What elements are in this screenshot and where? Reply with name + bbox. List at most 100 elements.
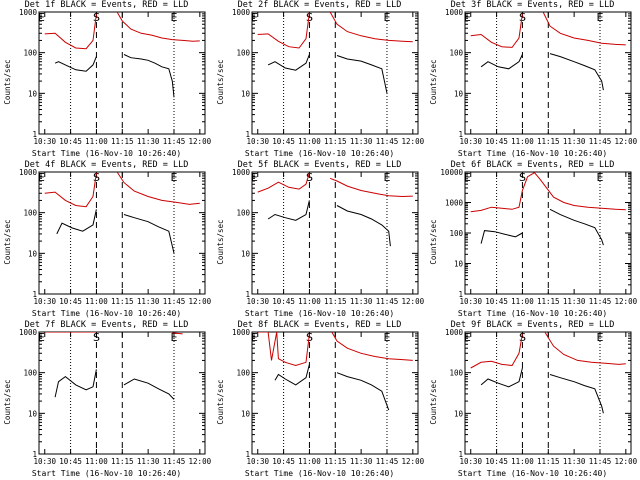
chart-panel-det-5f: 1 10 100 1000 10:30 10:45 11:00 11:15 11:30 11:45… [213,160,426,320]
x-tick-label: 10:45 [485,457,508,466]
x-tick-label: 10:30 [33,297,56,306]
x-tick-label: 11:00 [85,457,108,466]
event-marker-e: E [251,171,258,184]
x-tick-label: 12:00 [402,297,425,306]
y-axis-title: Counts/sec [216,219,225,265]
y-tick-label: 10 [28,409,38,418]
x-tick-label: 11:15 [324,137,347,146]
x-tick-label: 11:15 [537,297,560,306]
y-tick-label: 10 [241,409,251,418]
chart-panel-det-6f: 1 10 100 1000 10000 10:30 10:45 11:00 11:15 11:30… [426,160,639,320]
y-tick-label: 1 [32,290,37,299]
y-tick-label: 1000 [232,168,251,177]
event-marker-e: E [464,11,471,24]
event-marker-s: S [306,171,313,184]
chart-title: Det 4f BLACK = Events, RED = LLD [24,160,189,170]
chart-panel-det-2f: 1 10 100 1000 10:30 10:45 11:00 11:15 11:30 11:45… [213,0,426,160]
x-tick-label: 12:00 [189,297,212,306]
y-tick-label: 1000 [445,199,464,208]
chart-svg: 1 10 100 1000 10000 10:30 10:45 11:00 11:15 11:30… [440,168,637,306]
x-tick-label: 11:45 [376,137,399,146]
x-tick-label: 11:15 [111,297,134,306]
chart-svg: 1 10 100 1000 10:30 10:45 11:00 11:15 11:30 11:45… [232,328,425,466]
series-line-events [480,208,604,246]
x-tick-label: 12:00 [189,137,212,146]
x-tick-label: 11:45 [589,137,612,146]
x-tick-label: 10:30 [33,137,56,146]
chart-title: Det 6f BLACK = Events, RED = LLD [450,160,615,170]
chart-panel-det-7f: 1 10 100 1000 10:30 10:45 11:00 11:15 11:30 11:45… [0,320,213,480]
y-tick-label: 10 [28,249,38,258]
y-tick-label: 10 [28,89,38,98]
chart-title: Det 7f BLACK = Events, RED = LLD [24,320,189,330]
event-marker-e: E [384,11,391,24]
series-line-lld [44,12,200,50]
chart-svg: 1 10 100 1000 10:30 10:45 11:00 11:15 11:30 11:45… [232,168,425,306]
series-line-events [54,369,175,400]
y-axis-title: Counts/sec [429,219,438,265]
x-axis-title: Start Time (16-Nov-10 10:26:40) [244,149,395,158]
x-axis-title: Start Time (16-Nov-10 10:26:40) [457,469,608,478]
y-axis-title: Counts/sec [3,59,12,105]
y-tick-label: 1 [458,130,463,139]
series-line-events [274,364,390,411]
x-tick-label: 10:45 [485,297,508,306]
chart-svg: 1 10 100 1000 10:30 10:45 11:00 11:15 11:30 11:45… [445,328,638,466]
x-tick-label: 11:45 [589,297,612,306]
x-axis-title: Start Time (16-Nov-10 10:26:40) [31,309,182,318]
chart-title: Det 1f BLACK = Events, RED = LLD [24,0,189,10]
event-marker-e: E [384,171,391,184]
x-tick-label: 11:00 [511,297,534,306]
event-marker-e: E [251,11,258,24]
event-marker-s: S [93,331,100,344]
x-tick-label: 12:00 [402,137,425,146]
event-marker-e: E [251,331,258,344]
series-line-lld [257,332,413,367]
y-tick-label: 1000 [445,328,464,337]
y-tick-label: 10 [241,249,251,258]
x-tick-label: 11:15 [537,457,560,466]
y-axis-title: Counts/sec [3,379,12,425]
x-tick-label: 11:00 [511,137,534,146]
y-axis-title: Counts/sec [216,379,225,425]
event-marker-e: E [38,11,45,24]
x-tick-label: 11:30 [137,297,160,306]
x-tick-label: 12:00 [402,457,425,466]
y-tick-label: 1000 [445,8,464,17]
x-tick-label: 11:30 [137,457,160,466]
chart-svg: 1 10 100 1000 10:30 10:45 11:00 11:15 11:30 11:45… [445,8,638,146]
x-tick-label: 12:00 [615,137,638,146]
event-marker-e: E [597,331,604,344]
chart-svg: 1 10 100 1000 10:30 10:45 11:00 11:15 11:30 11:45… [19,8,212,146]
x-tick-label: 11:45 [589,457,612,466]
series-line-events [480,53,604,91]
chart-panel-det-9f: 1 10 100 1000 10:30 10:45 11:00 11:15 11:30 11:45… [426,320,639,480]
series-line-lld [257,172,413,198]
event-marker-e: E [464,331,471,344]
x-tick-label: 12:00 [615,457,638,466]
x-tick-label: 11:45 [163,457,186,466]
x-axis-title: Start Time (16-Nov-10 10:26:40) [457,149,608,158]
event-marker-e: E [384,331,391,344]
event-marker-s: S [519,11,526,24]
y-tick-label: 10 [454,409,464,418]
x-tick-label: 10:30 [459,137,482,146]
event-marker-s: S [519,331,526,344]
series-line-events [267,54,388,94]
series-line-lld [257,12,413,49]
y-tick-label: 100 [236,209,250,218]
y-tick-label: 1 [245,130,250,139]
y-axis-title: Counts/sec [3,219,12,265]
x-tick-label: 11:45 [163,297,186,306]
x-tick-label: 10:45 [59,457,82,466]
chart-svg: 1 10 100 1000 10:30 10:45 11:00 11:15 11:30 11:45… [19,168,212,306]
x-tick-label: 11:15 [324,457,347,466]
y-tick-label: 100 [449,229,463,238]
x-tick-label: 10:45 [272,457,295,466]
x-tick-label: 10:45 [59,137,82,146]
chart-panel-det-1f: 1 10 100 1000 10:30 10:45 11:00 11:15 11:30 11:45… [0,0,213,160]
x-tick-label: 11:15 [537,137,560,146]
x-tick-label: 11:00 [298,137,321,146]
y-tick-label: 1000 [19,8,38,17]
chart-panel-det-4f: 1 10 100 1000 10:30 10:45 11:00 11:15 11:30 11:45… [0,160,213,320]
